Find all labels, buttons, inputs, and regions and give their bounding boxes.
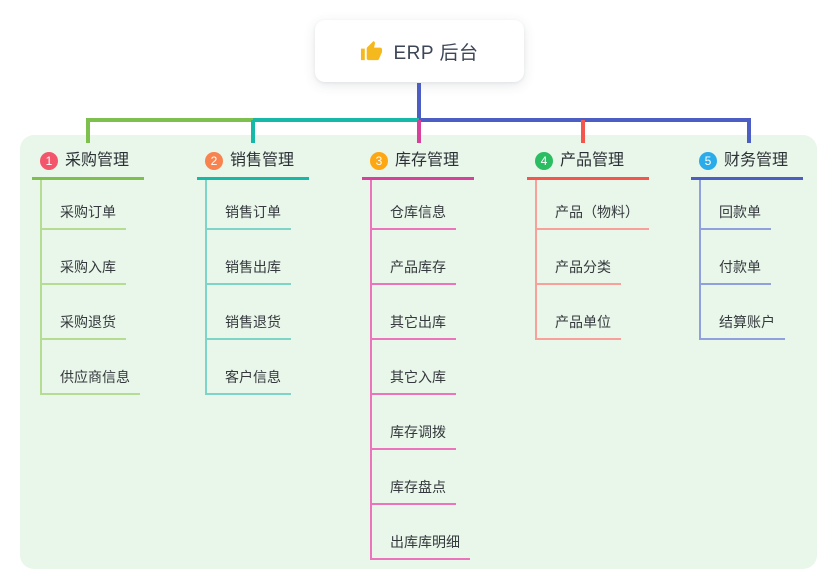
- branch-label: 产品管理: [560, 152, 625, 169]
- child-node[interactable]: 采购入库: [42, 230, 126, 285]
- child-node[interactable]: 产品库存: [372, 230, 456, 285]
- child-node[interactable]: 付款单: [701, 230, 771, 285]
- child-node[interactable]: 仓库信息: [372, 180, 456, 230]
- child-node[interactable]: 销售订单: [207, 180, 291, 230]
- child-node[interactable]: 客户信息: [207, 340, 291, 395]
- child-node[interactable]: 产品（物料）: [537, 180, 649, 230]
- branch-number-badge: 3: [370, 152, 388, 170]
- branch-label: 销售管理: [230, 152, 295, 169]
- branch-inventory-management: 3 库存管理 仓库信息 产品库存 其它出库 其它入库 库存调拨 库存盘点 出库库…: [362, 150, 474, 560]
- branch-node-product[interactable]: 4 产品管理: [527, 150, 649, 180]
- branch-number-badge: 1: [40, 152, 58, 170]
- child-node[interactable]: 库存盘点: [372, 450, 456, 505]
- child-node[interactable]: 采购订单: [42, 180, 126, 230]
- connector-root-line: [417, 83, 421, 120]
- branch-label: 财务管理: [724, 152, 789, 169]
- branch-product-management: 4 产品管理 产品（物料） 产品分类 产品单位: [527, 150, 649, 340]
- branch-label: 库存管理: [395, 152, 460, 169]
- branch-children: 产品（物料） 产品分类 产品单位: [535, 180, 649, 340]
- child-node[interactable]: 产品单位: [537, 285, 621, 340]
- connector-drop-inventory: [417, 120, 421, 143]
- branch-node-purchase[interactable]: 1 采购管理: [32, 150, 144, 180]
- root-node-title: ERP 后台: [393, 42, 479, 64]
- branch-purchase-management: 1 采购管理 采购订单 采购入库 采购退货 供应商信息: [32, 150, 144, 395]
- child-node[interactable]: 产品分类: [537, 230, 621, 285]
- thumbs-up-icon: [361, 40, 383, 60]
- branch-number-badge: 5: [699, 152, 717, 170]
- branch-children: 采购订单 采购入库 采购退货 供应商信息: [40, 180, 144, 395]
- child-node[interactable]: 采购退货: [42, 285, 126, 340]
- branch-children: 仓库信息 产品库存 其它出库 其它入库 库存调拨 库存盘点 出库库明细: [370, 180, 474, 560]
- connector-drop-finance: [747, 120, 751, 143]
- child-node[interactable]: 其它入库: [372, 340, 456, 395]
- branch-finance-management: 5 财务管理 回款单 付款单 结算账户: [691, 150, 803, 340]
- branch-children: 回款单 付款单 结算账户: [699, 180, 803, 340]
- connector-line-purchase: [86, 118, 253, 122]
- connector-line-sales: [253, 118, 419, 122]
- root-node-erp[interactable]: ERP 后台: [315, 20, 524, 82]
- child-node[interactable]: 销售退货: [207, 285, 291, 340]
- branch-number-badge: 4: [535, 152, 553, 170]
- branch-node-finance[interactable]: 5 财务管理: [691, 150, 803, 180]
- branch-children: 销售订单 销售出库 销售退货 客户信息: [205, 180, 309, 395]
- branch-label: 采购管理: [65, 152, 130, 169]
- connector-drop-purchase: [86, 120, 90, 143]
- child-node[interactable]: 销售出库: [207, 230, 291, 285]
- branch-sales-management: 2 销售管理 销售订单 销售出库 销售退货 客户信息: [197, 150, 309, 395]
- branches-panel: [20, 135, 817, 569]
- child-node[interactable]: 回款单: [701, 180, 771, 230]
- branch-node-inventory[interactable]: 3 库存管理: [362, 150, 474, 180]
- connector-drop-sales: [251, 120, 255, 143]
- branch-node-sales[interactable]: 2 销售管理: [197, 150, 309, 180]
- child-node[interactable]: 出库库明细: [372, 505, 470, 560]
- child-node[interactable]: 结算账户: [701, 285, 785, 340]
- branch-number-badge: 2: [205, 152, 223, 170]
- child-node[interactable]: 其它出库: [372, 285, 456, 340]
- child-node[interactable]: 库存调拨: [372, 395, 456, 450]
- connector-drop-product: [581, 120, 585, 143]
- child-node[interactable]: 供应商信息: [42, 340, 140, 395]
- connector-line-finance: [419, 118, 751, 122]
